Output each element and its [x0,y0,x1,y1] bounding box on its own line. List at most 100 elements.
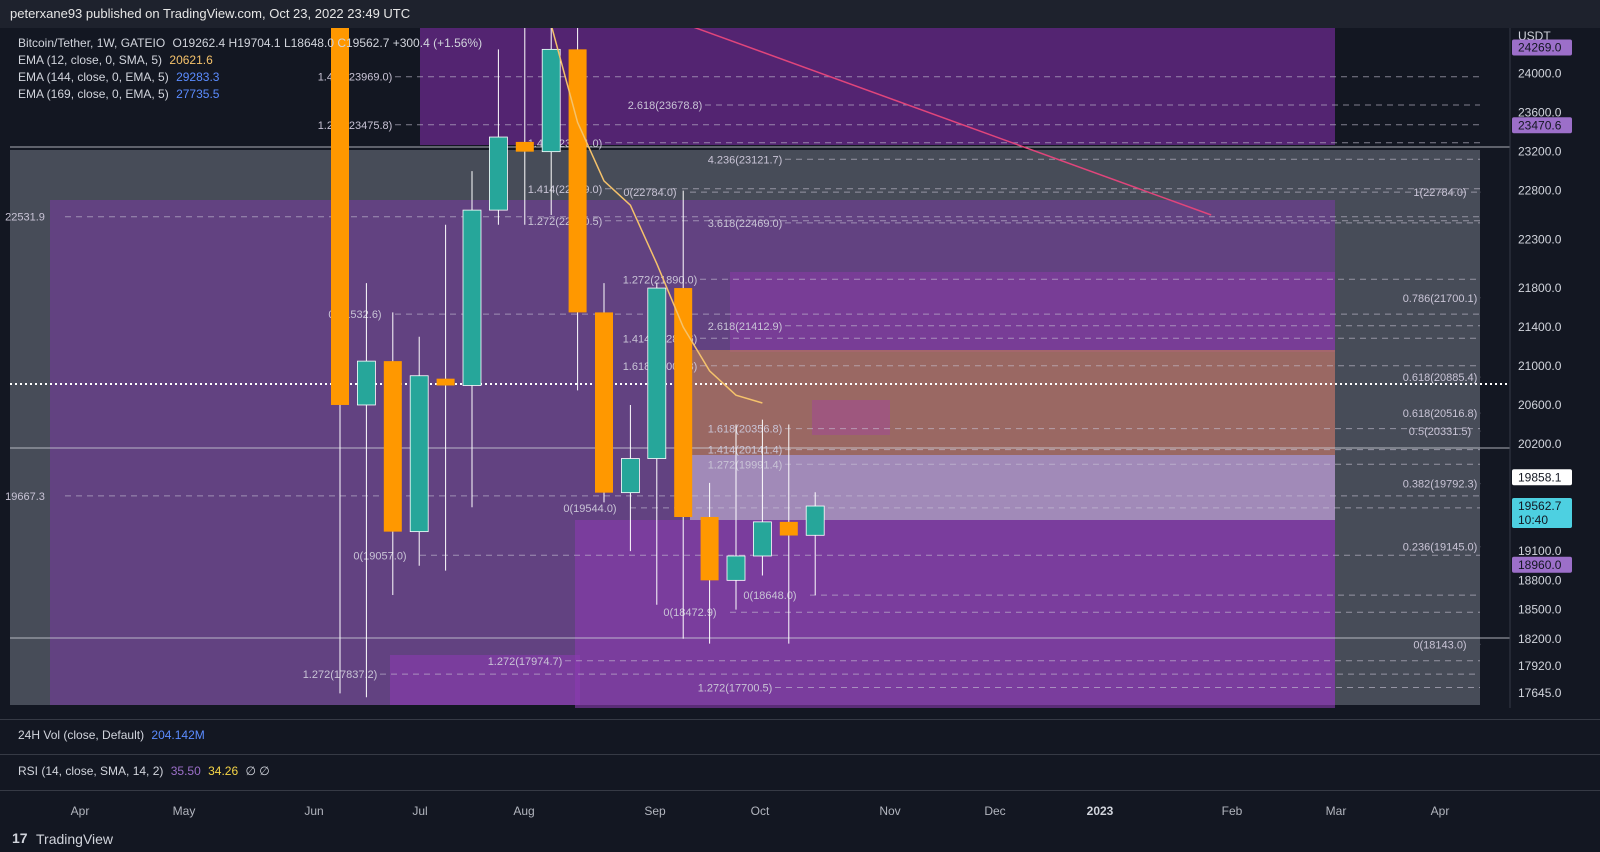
price-chart[interactable]: 1.414(23969.0)2.618(23678.8)1.272(23475.… [0,28,1600,708]
volume-label: 24H Vol (close, Default) [18,728,145,742]
trend-line [693,28,1212,216]
fib-label-21: 1.414(20141.4) [708,445,783,457]
fib-label-25: 0(19544.0) [563,503,616,515]
footer: 17 TradingView [0,826,1600,852]
time-tick-sep: Sep [644,804,666,818]
time-tick-jul: Jul [412,804,428,818]
candle[interactable] [383,312,402,595]
candle-body [515,141,534,152]
fib-label-34: 1.414(17449.2) [698,707,773,708]
price-tag-bg-2 [1512,469,1572,486]
fib-label-23: 0.382(19792.3) [1403,479,1478,491]
chart-legend: Bitcoin/Tether, 1W, GATEIO O19262.4 H197… [18,35,482,103]
fib-label-5: 1.414(22819.0) [528,184,603,196]
price-tick-9: 20200.0 [1518,437,1562,451]
candle[interactable] [568,28,587,391]
fib-label-4: 4.236(23121.7) [708,154,783,166]
candle-body [753,521,772,557]
candle-body [647,287,667,459]
fib-label-17: 0.618(20885.4) [1403,372,1478,384]
candle-body [541,48,561,153]
candle-body [779,521,798,536]
time-tick-aug: Aug [513,804,535,818]
candle-body [805,505,825,536]
candle[interactable] [436,224,455,571]
fib-label-12: 0.786(21700.1) [1403,293,1478,305]
candle[interactable] [805,492,825,596]
fib-label-31: 1.272(17974.7) [488,656,563,668]
legend-ema-144[interactable]: EMA (144, close, 0, EMA, 5) 29283.3 [18,69,482,86]
rsi-panel[interactable]: RSI (14, close, SMA, 14, 2) 35.50 34.26 … [0,764,1510,778]
legend-symbol[interactable]: Bitcoin/Tether, 1W, GATEIO [18,36,166,50]
price-tick-6: 21400.0 [1518,320,1562,334]
fib-label-27: 0(19057.0) [353,550,406,562]
tradingview-logo-icon: 17 [12,830,28,846]
axis-separator [0,790,1600,791]
price-axis-background [1510,28,1600,708]
price-tag-2: 19858.1 [1518,470,1562,484]
price-tag-4: 18960.0 [1518,558,1562,572]
time-axis[interactable]: Apr May Jun Jul Aug Sep Oct Nov Dec 2023 Feb Mar Apr [0,796,1510,826]
ema-12-label: EMA (12, close, 0, SMA, 5) [18,53,163,67]
rsi-extra: ∅ ∅ [245,764,270,778]
legend-ema-169[interactable]: EMA (169, close, 0, EMA, 5) 27735.5 [18,86,482,103]
volume-value: 204.142M [151,728,205,742]
price-tick-7: 21000.0 [1518,359,1562,373]
fib-label-3: 1.414(23291.0) [528,138,603,150]
candle-body [674,288,693,518]
fib-label-19: 1.618(20356.8) [708,424,783,436]
time-tick-2023: 2023 [1086,804,1114,818]
fib-label-33: 1.272(17700.5) [698,682,773,694]
fib-zone-6 [690,350,1335,455]
currency-label: USDT [1518,29,1551,43]
candle[interactable] [674,190,693,639]
time-tick-apr: Apr [70,804,90,818]
candle[interactable] [621,404,640,552]
publish-header: peterxane93 published on TradingView.com… [0,0,1600,28]
price-tick-5: 21800.0 [1518,281,1562,295]
price-tick-13: 18200.0 [1518,632,1562,646]
fib-label-28: 0(18648.0) [743,590,796,602]
candle-body [726,555,746,581]
candle-body [383,361,402,532]
time-tick-apr: Apr [1430,804,1450,818]
candle[interactable] [488,49,508,225]
fib-label-20: 0.5(20331.5) [1409,426,1471,438]
fib-label-22: 1.272(19991.4) [708,459,783,471]
candle[interactable] [331,28,349,694]
price-tag-1: 23470.6 [1518,118,1562,132]
candle[interactable] [356,283,376,698]
candle-body [568,49,587,313]
candle[interactable] [700,482,719,644]
legend-ohlc: O19262.4 H19704.1 L18648.0 C19562.7 +300… [172,36,483,50]
fib-zone-4 [390,655,580,705]
candle[interactable] [541,28,561,215]
candle[interactable] [462,171,482,508]
volume-separator [0,719,1600,720]
price-tick-10: 19100.0 [1518,544,1562,558]
fib-label-2: 1.272(23475.8) [318,120,393,132]
ema-144-label: EMA (144, close, 0, EMA, 5) [18,70,169,84]
candle[interactable] [726,424,746,610]
candle[interactable] [779,424,798,644]
candle[interactable] [753,419,772,576]
candle[interactable] [647,283,667,605]
price-tick-1: 23600.0 [1518,106,1562,120]
rsi-separator [0,754,1600,755]
candle[interactable] [595,283,613,503]
price-tag-bg-3 [1512,498,1572,529]
rsi-value: 35.50 [170,764,201,778]
time-tick-jun: Jun [304,804,324,818]
fib-label-29: 0(18472.9) [663,607,716,619]
fib-label-11: 1.272(21890.0) [623,274,698,286]
time-tick-may: May [172,804,196,818]
price-tag-0: 24269.0 [1518,41,1562,55]
candle-body [436,378,455,386]
legend-ema-12[interactable]: EMA (12, close, 0, SMA, 5) 20621.6 [18,52,482,69]
ema-144-value: 29283.3 [176,70,220,84]
publish-line: peterxane93 published on TradingView.com… [10,6,411,21]
candle-body [356,360,376,406]
volume-panel[interactable]: 24H Vol (close, Default) 204.142M [0,728,1510,742]
candle[interactable] [515,28,534,225]
candle[interactable] [409,336,429,566]
